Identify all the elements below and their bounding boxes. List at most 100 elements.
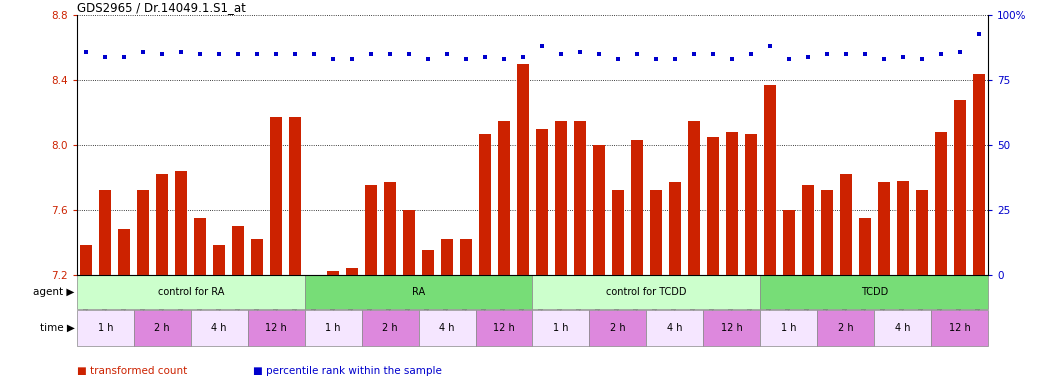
Bar bbox=[134, 310, 191, 346]
Point bbox=[552, 51, 569, 57]
Bar bbox=[191, 310, 248, 346]
Bar bbox=[479, 134, 491, 275]
Bar bbox=[894, 15, 912, 275]
Bar bbox=[191, 15, 210, 275]
Point bbox=[762, 43, 778, 50]
Bar bbox=[304, 15, 324, 275]
Bar bbox=[233, 226, 244, 275]
Point bbox=[609, 56, 626, 63]
Point bbox=[78, 49, 94, 55]
Bar bbox=[707, 137, 719, 275]
Bar bbox=[327, 271, 339, 275]
Bar bbox=[722, 15, 741, 275]
Point bbox=[705, 51, 721, 57]
Bar bbox=[744, 134, 757, 275]
Bar bbox=[855, 15, 874, 275]
Point bbox=[591, 51, 607, 57]
Text: ■ transformed count: ■ transformed count bbox=[77, 366, 187, 376]
Bar bbox=[817, 15, 837, 275]
Point bbox=[439, 51, 456, 57]
Point bbox=[325, 56, 342, 63]
Bar bbox=[760, 15, 780, 275]
Bar bbox=[305, 275, 532, 309]
Bar bbox=[115, 15, 134, 275]
Bar bbox=[289, 118, 301, 275]
Point bbox=[268, 51, 284, 57]
Bar bbox=[668, 182, 681, 275]
Bar bbox=[688, 121, 700, 275]
Bar bbox=[798, 15, 817, 275]
Bar bbox=[153, 15, 171, 275]
Bar bbox=[817, 310, 874, 346]
Bar bbox=[498, 121, 511, 275]
Bar bbox=[305, 310, 361, 346]
Bar bbox=[574, 121, 586, 275]
Bar bbox=[514, 15, 532, 275]
Bar bbox=[384, 182, 397, 275]
Point bbox=[742, 51, 759, 57]
Bar bbox=[361, 15, 381, 275]
Point bbox=[685, 51, 702, 57]
Bar bbox=[627, 15, 647, 275]
Bar bbox=[801, 185, 814, 275]
Bar bbox=[704, 310, 760, 346]
Bar bbox=[270, 118, 282, 275]
Point bbox=[344, 56, 360, 63]
Bar bbox=[156, 174, 168, 275]
Bar bbox=[194, 218, 207, 275]
Point bbox=[534, 43, 550, 50]
Bar bbox=[536, 129, 548, 275]
Bar bbox=[267, 15, 285, 275]
Bar bbox=[171, 15, 191, 275]
Bar bbox=[571, 15, 590, 275]
Text: 2 h: 2 h bbox=[610, 323, 626, 333]
Text: control for RA: control for RA bbox=[158, 287, 224, 297]
Text: 12 h: 12 h bbox=[493, 323, 515, 333]
Bar bbox=[403, 210, 415, 275]
Bar bbox=[840, 174, 852, 275]
Bar bbox=[457, 15, 475, 275]
Text: 1 h: 1 h bbox=[325, 323, 340, 333]
Point bbox=[895, 54, 911, 60]
Bar bbox=[381, 15, 400, 275]
Bar bbox=[704, 15, 722, 275]
Text: ■ percentile rank within the sample: ■ percentile rank within the sample bbox=[253, 366, 442, 376]
Bar bbox=[134, 15, 153, 275]
Bar bbox=[532, 275, 760, 309]
Bar bbox=[760, 310, 817, 346]
Bar bbox=[897, 180, 909, 275]
Bar bbox=[551, 15, 571, 275]
Text: 12 h: 12 h bbox=[266, 323, 288, 333]
Point bbox=[229, 51, 246, 57]
Point bbox=[515, 54, 531, 60]
Point bbox=[781, 56, 797, 63]
Point bbox=[173, 49, 190, 55]
Bar bbox=[780, 15, 798, 275]
Text: 4 h: 4 h bbox=[439, 323, 455, 333]
Bar bbox=[821, 190, 832, 275]
Bar bbox=[554, 121, 567, 275]
Text: control for TCDD: control for TCDD bbox=[606, 287, 687, 297]
Bar bbox=[365, 185, 377, 275]
Point bbox=[135, 49, 152, 55]
Bar bbox=[213, 245, 225, 275]
Text: 12 h: 12 h bbox=[721, 323, 743, 333]
Text: GDS2965 / Dr.14049.1.S1_at: GDS2965 / Dr.14049.1.S1_at bbox=[77, 1, 246, 14]
Bar bbox=[99, 190, 111, 275]
Point bbox=[856, 51, 873, 57]
Bar bbox=[741, 15, 760, 275]
Point bbox=[932, 51, 949, 57]
Bar bbox=[608, 15, 627, 275]
Bar bbox=[118, 229, 131, 275]
Bar bbox=[251, 239, 264, 275]
Bar bbox=[647, 15, 665, 275]
Bar bbox=[590, 310, 647, 346]
Bar bbox=[475, 15, 494, 275]
Bar bbox=[684, 15, 704, 275]
Point bbox=[629, 51, 646, 57]
Text: 1 h: 1 h bbox=[98, 323, 113, 333]
Point bbox=[819, 51, 836, 57]
Bar bbox=[80, 245, 92, 275]
Bar bbox=[346, 268, 358, 275]
Bar bbox=[647, 310, 704, 346]
